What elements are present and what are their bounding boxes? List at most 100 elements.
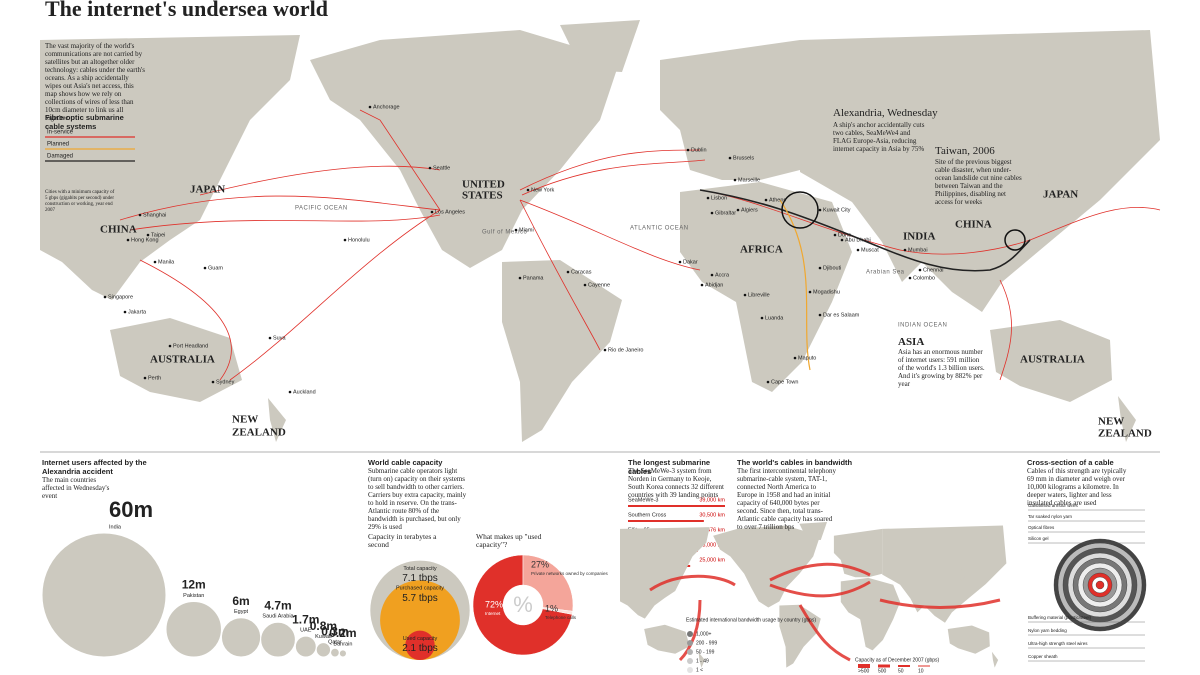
city-dot [583, 283, 587, 287]
user-bubble [260, 621, 296, 658]
map-label: INDIAN OCEAN [898, 323, 947, 329]
city-dot [793, 356, 797, 360]
bubble-value: 6m [232, 594, 249, 608]
map-label: ATLANTIC OCEAN [630, 226, 689, 232]
cable-name: Southern Cross [628, 512, 666, 518]
map-label: JAPAN [190, 184, 225, 196]
city-label: Sydney [216, 379, 235, 385]
legend-label: 50 [898, 668, 904, 674]
legend-label: Planned [47, 142, 69, 148]
layer-label: Ultra-high strength steel wires [1028, 641, 1088, 646]
user-bubble [315, 642, 332, 658]
city-label: Algiers [741, 207, 758, 213]
city-label: New York [531, 187, 554, 193]
taiwan-circle [1004, 229, 1026, 251]
city-dot [918, 268, 922, 272]
map-label: NEW [1098, 416, 1124, 428]
intro: The vast majority of the world's communi… [45, 42, 146, 122]
city-dot [268, 336, 272, 340]
city-dot [818, 266, 822, 270]
map-label: AUSTRALIA [150, 354, 215, 366]
city-label: Marseille [738, 177, 760, 183]
planned-cable [779, 199, 811, 371]
map-label: ZEALAND [232, 427, 286, 439]
legend-swatch [687, 658, 693, 664]
city-dot [518, 276, 522, 280]
mini-cable [678, 599, 702, 662]
city-label: Doha [838, 232, 852, 238]
cable-name: SeaMeWe-3 [628, 497, 658, 503]
bubble-value: 0.8m [310, 619, 337, 633]
legend-label: 1 < [696, 667, 703, 673]
legend-swatch [687, 631, 693, 637]
bubble-value: 60m [109, 497, 153, 522]
city-label: Caracas [571, 269, 592, 275]
city-label: Dakar [683, 259, 698, 265]
legend-label: 1 - 49 [696, 658, 709, 664]
chart-title: Capacity in terabytes a second [368, 532, 437, 549]
city-label: Los Angeles [435, 209, 465, 215]
city-label: Brussels [733, 155, 754, 161]
map-label: PACIFIC OCEAN [295, 206, 348, 212]
cable-length: 25,000 km [699, 557, 725, 563]
city-dot [736, 208, 740, 212]
donut-name: Internet [485, 611, 501, 616]
bubble-name: Saudi Arabia [262, 614, 294, 620]
map-label: CHINA [100, 224, 137, 236]
legend-title: Fibre-optic submarine cable systems [45, 113, 124, 131]
annotation-title: Alexandria, Wednesday [833, 107, 938, 119]
donut-segment [542, 607, 573, 615]
map-label: STATES [462, 190, 503, 202]
city-label: Seattle [433, 165, 450, 171]
cable-length: 28,000 km [699, 542, 725, 548]
city-label: Dublin [691, 147, 707, 153]
city-label: Hong Kong [131, 237, 159, 243]
city-dot [211, 380, 215, 384]
bubble-name: Qatar [328, 640, 342, 646]
city-label: Abidjan [705, 282, 723, 288]
bubble-value: 1.7m [292, 612, 319, 626]
bubble-value: 0.3m [321, 624, 348, 638]
layer-label: Optical fibres [1028, 525, 1055, 530]
legend-swatch [687, 667, 693, 673]
map-label: INDIA [903, 231, 935, 243]
mini-cables [649, 562, 1001, 662]
cable-length: 39,000 km [699, 497, 725, 503]
bubble-name: India [109, 524, 122, 530]
annotation-text: Asia has an enormous number of internet … [898, 348, 985, 388]
legend-label: >500 [858, 668, 869, 674]
map-label: Gulf of Mexico [482, 230, 528, 236]
map-label: CHINA [955, 219, 992, 231]
map-label: AUSTRALIA [1020, 354, 1085, 366]
map-label: ZEALAND [1098, 428, 1152, 440]
panel-text: The SeaMeWe-3 system from Norden in Germ… [628, 467, 724, 499]
mini-cable [769, 562, 871, 582]
donut-value: 27% [531, 559, 549, 569]
donut-value: 1% [545, 603, 558, 613]
city-dot [288, 390, 292, 394]
city-dot [168, 344, 172, 348]
city-dot [733, 178, 737, 182]
percent-icon: % [513, 592, 533, 617]
land [40, 20, 1160, 442]
user-bubble [220, 617, 262, 658]
user-bubble [294, 635, 317, 658]
bubble-name: Kuwait [315, 634, 332, 640]
city-label: Djibouti [823, 265, 841, 271]
legend-label: 1,000+ [696, 631, 712, 637]
cable-layer [1095, 580, 1105, 590]
city-dot [818, 208, 822, 212]
legend-label: 10 [918, 668, 924, 674]
city-label: Port Headland [173, 343, 208, 349]
user-bubble [330, 647, 340, 658]
layer-label: Nylon yarn bedding [1028, 628, 1067, 633]
map-label: Arabian Sea [866, 270, 905, 276]
layer-label: Tar soaked nylon yarn [1028, 514, 1073, 519]
capacity-circle [380, 580, 460, 660]
map-label: AFRICA [740, 244, 783, 256]
city-label: Anchorage [373, 104, 400, 110]
city-dot [728, 156, 732, 160]
city-dot [903, 248, 907, 252]
city-label: Guam [208, 265, 223, 271]
capacity-name: Total capacity [403, 566, 437, 572]
